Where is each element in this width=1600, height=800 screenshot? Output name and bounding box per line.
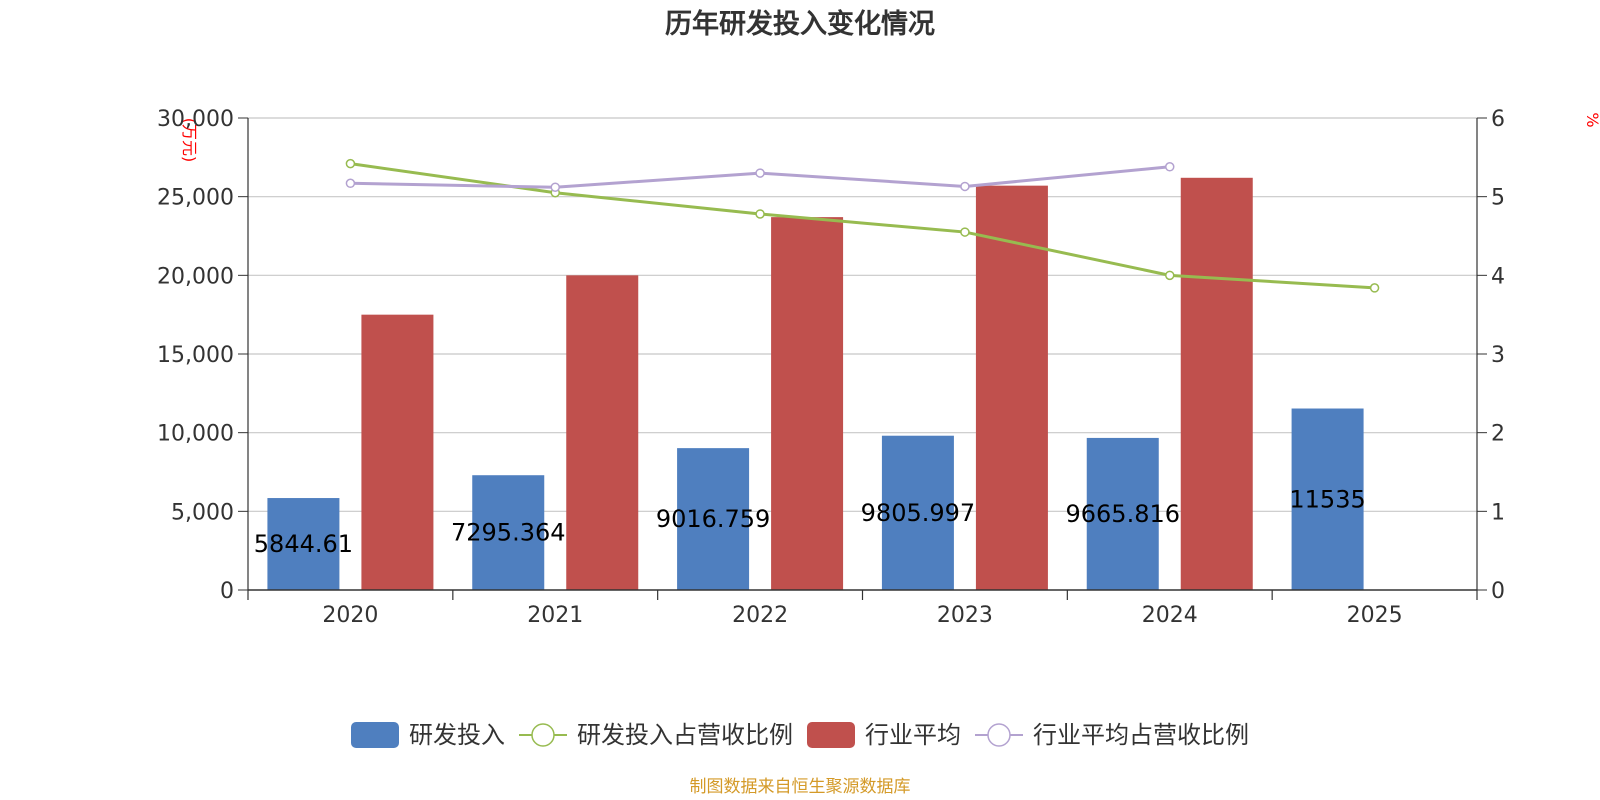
legend-label-行业平均占营收比例: 行业平均占营收比例 <box>1033 721 1249 749</box>
bar-data-label: 5844.61 <box>254 530 353 558</box>
legend-item-行业平均[interactable]: 行业平均 <box>807 721 961 749</box>
y-left-unit-label: (万元) <box>180 118 199 163</box>
legend-item-研发投入[interactable]: 研发投入 <box>351 721 505 749</box>
bar-研发投入-2021[interactable] <box>472 475 545 590</box>
x-tick-label: 2023 <box>937 603 993 628</box>
legend-label-研发投入: 研发投入 <box>409 721 505 749</box>
legend-marker-研发投入占营收比例 <box>531 723 555 747</box>
bar-data-label: 11535 <box>1289 485 1365 513</box>
y-left-tick-label: 25,000 <box>157 186 234 211</box>
y-left-tick-label: 20,000 <box>157 264 234 289</box>
point-行业平均占营收比例-2020[interactable] <box>345 178 356 189</box>
legend-marker-行业平均占营收比例 <box>987 723 1011 747</box>
bar-data-label: 7295.364 <box>451 519 566 547</box>
source-note: 制图数据来自恒生聚源数据库 <box>690 777 911 797</box>
legend[interactable]: 研发投入 研发投入占营收比例 行业平均 行业平均占营收比例 <box>351 721 1249 749</box>
x-tick-label: 2024 <box>1142 603 1198 628</box>
y-right-tick-label: 6 <box>1491 107 1505 132</box>
plot-area: 0 5,000 10,000 15,000 20,000 25,000 30,000 0 1 2 3… <box>157 107 1505 628</box>
y-right-tick-label: 5 <box>1491 186 1505 211</box>
legend-label-研发投入占营收比例: 研发投入占营收比例 <box>577 721 793 749</box>
legend-item-研发投入占营收比例[interactable]: 研发投入占营收比例 <box>519 721 793 749</box>
point-行业平均占营收比例-2021[interactable] <box>550 182 560 192</box>
y-left-tick-label: 0 <box>220 579 234 604</box>
point-研发投入占营收比例-2025[interactable] <box>1369 283 1380 293</box>
point-研发投入占营收比例-2024[interactable] <box>1165 270 1175 281</box>
bar-行业平均-2020[interactable] <box>361 314 434 590</box>
bar-data-label: 9805.997 <box>861 499 976 527</box>
point-行业平均占营收比例-2024[interactable] <box>1165 162 1175 172</box>
legend-label-行业平均: 行业平均 <box>865 721 961 749</box>
bar-行业平均-2021[interactable] <box>566 275 639 590</box>
legend-item-行业平均占营收比例[interactable]: 行业平均占营收比例 <box>975 721 1249 749</box>
y-right-tick-label: 3 <box>1491 343 1505 368</box>
bar-研发投入-2024[interactable] <box>1086 437 1159 590</box>
bar-data-label: 9665.816 <box>1065 500 1180 528</box>
y-left-tick-label: 10,000 <box>157 422 234 447</box>
y-left-tick-label: 5,000 <box>171 500 234 525</box>
bar-行业平均-2022[interactable] <box>771 217 844 590</box>
point-研发投入占营收比例-2020[interactable] <box>345 158 356 169</box>
y-right-unit-label: % <box>1583 112 1600 127</box>
y-right-tick-label: 2 <box>1491 422 1505 447</box>
bar-行业平均-2024[interactable] <box>1180 177 1253 590</box>
y-right-tick-label: 0 <box>1491 579 1505 604</box>
bar-研发投入-2020[interactable] <box>267 498 340 590</box>
point-研发投入占营收比例-2022[interactable] <box>755 209 765 219</box>
point-行业平均占营收比例-2022[interactable] <box>755 168 765 178</box>
x-tick-label: 2025 <box>1347 603 1403 628</box>
y-right-tick-label: 1 <box>1491 500 1505 525</box>
chart-title: 历年研发投入变化情况 <box>665 8 935 40</box>
x-tick-label: 2020 <box>322 603 378 628</box>
bar-研发投入-2025[interactable] <box>1291 408 1364 590</box>
point-研发投入占营收比例-2023[interactable] <box>960 227 970 237</box>
bar-研发投入-2023[interactable] <box>881 435 954 590</box>
bar-data-label: 9016.759 <box>656 505 771 533</box>
y-left-tick-label: 30,000 <box>157 107 234 132</box>
legend-swatch-行业平均 <box>807 722 855 748</box>
x-tick-label: 2021 <box>527 603 583 628</box>
bar-行业平均-2023[interactable] <box>975 185 1048 591</box>
legend-swatch-研发投入 <box>351 722 399 748</box>
y-right-tick-label: 4 <box>1491 264 1505 289</box>
y-left-tick-label: 15,000 <box>157 343 234 368</box>
point-行业平均占营收比例-2023[interactable] <box>960 181 970 192</box>
bar-研发投入-2022[interactable] <box>677 448 750 590</box>
x-tick-label: 2022 <box>732 603 788 628</box>
